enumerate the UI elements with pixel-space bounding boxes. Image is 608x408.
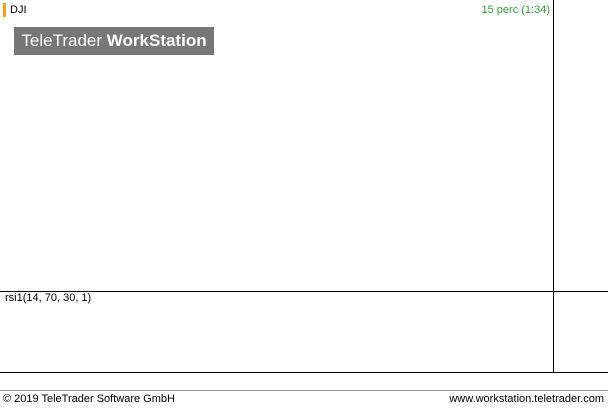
- watermark-product: WorkStation: [107, 31, 207, 50]
- website[interactable]: www.workstation.teletrader.com: [448, 393, 604, 405]
- watermark-box: [14, 27, 214, 55]
- copyright: © 2019 TeleTrader Software GmbH: [3, 393, 175, 405]
- symbol-marker: [3, 3, 6, 17]
- watermark-brand: TeleTrader: [21, 31, 102, 50]
- interval: 15 perc (1:34): [482, 4, 550, 16]
- watermark: TeleTrader WorkStation: [21, 31, 206, 50]
- symbol: DJI: [10, 4, 27, 16]
- indicator-title: rsi1(14, 70, 30, 1): [5, 292, 91, 304]
